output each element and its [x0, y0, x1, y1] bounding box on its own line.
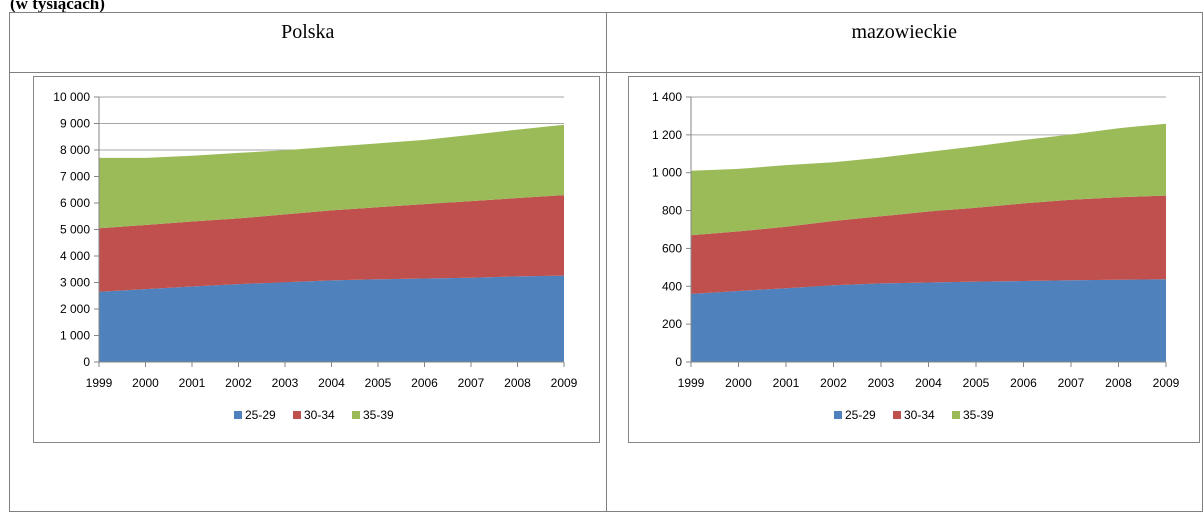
- page-heading: (w tysiącach): [10, 0, 105, 13]
- y-tick-label: 400: [661, 279, 681, 293]
- x-tick-label: 1999: [86, 376, 113, 390]
- y-tick-label: 9 000: [60, 117, 90, 131]
- legend-swatch-25-29: [234, 411, 242, 419]
- y-tick-label: 0: [675, 355, 682, 369]
- legend-swatch-35-39: [352, 411, 360, 419]
- area-series-25-29: [690, 279, 1166, 362]
- legend-swatch-30-34: [293, 411, 301, 419]
- y-tick-label: 10 000: [53, 90, 90, 104]
- layout-table: Polska mazowieckie 0 1 000 2 000 3 000 4 000…: [9, 12, 1203, 512]
- legend-label-30-34: 30-34: [304, 408, 335, 422]
- column-title-mazowieckie: mazowieckie: [851, 21, 958, 43]
- y-tick-label: 1 000: [60, 329, 90, 343]
- legend-swatch-25-29: [833, 411, 842, 419]
- x-tick-label: 2004: [318, 376, 345, 390]
- legend-label-25-29: 25-29: [245, 408, 276, 422]
- x-tick-label: 2006: [411, 376, 438, 390]
- area-series-30-34: [690, 195, 1166, 294]
- x-tick-label: 2004: [915, 376, 942, 390]
- header-cell-mazowieckie: mazowieckie: [605, 12, 1203, 73]
- x-tick-label: 2006: [1010, 376, 1037, 390]
- y-tick-label: 6 000: [60, 196, 90, 210]
- y-tick-label: 800: [661, 204, 681, 218]
- y-tick-label: 3 000: [60, 276, 90, 290]
- legend-swatch-30-34: [892, 411, 901, 419]
- x-tick-label: 2001: [772, 376, 799, 390]
- chart-area-mazowieckie: 0 200 400 600 800 1 000 1 200 1 400 1999 2000 2001…: [627, 76, 1200, 443]
- y-tick-label: 1 200: [651, 128, 681, 142]
- x-tick-label: 2000: [725, 376, 752, 390]
- area-series-35-39: [99, 124, 564, 229]
- chart-svg-polska: 0 1 000 2 000 3 000 4 000 5 000 6 000 7 000 8 00…: [53, 90, 578, 422]
- x-tick-label: 2007: [1057, 376, 1084, 390]
- header-cell-polska: Polska: [9, 12, 607, 73]
- x-tick-label: 2009: [1152, 376, 1179, 390]
- y-tick-label: 4 000: [60, 249, 90, 263]
- chart-cell-mazowieckie: 0 200 400 600 800 1 000 1 200 1 400 1999 2000 2001…: [605, 72, 1203, 512]
- x-tick-label: 2003: [867, 376, 894, 390]
- area-series-35-39: [690, 123, 1166, 236]
- x-tick-label: 2009: [551, 376, 578, 390]
- legend-label-30-34: 30-34: [904, 408, 935, 422]
- chart-cell-polska: 0 1 000 2 000 3 000 4 000 5 000 6 000 7 000 8 00…: [9, 72, 607, 512]
- y-tick-label: 1 000: [651, 166, 681, 180]
- y-tick-label: 8 000: [60, 143, 90, 157]
- y-tick-label: 5 000: [60, 223, 90, 237]
- x-tick-label: 1999: [677, 376, 704, 390]
- x-tick-label: 2002: [820, 376, 847, 390]
- y-tick-label: 200: [661, 317, 681, 331]
- y-tick-label: 2 000: [60, 302, 90, 316]
- x-tick-label: 2008: [1105, 376, 1132, 390]
- x-tick-label: 2008: [504, 376, 531, 390]
- x-tick-label: 2000: [132, 376, 159, 390]
- legend-label-35-39: 35-39: [963, 408, 994, 422]
- y-tick-label: 600: [661, 241, 681, 255]
- area-series-25-29: [99, 275, 564, 362]
- legend-label-35-39: 35-39: [363, 408, 394, 422]
- y-tick-label: 7 000: [60, 170, 90, 184]
- y-tick-label: 0: [83, 355, 90, 369]
- area-series-30-34: [99, 195, 564, 292]
- x-tick-label: 2003: [272, 376, 299, 390]
- x-tick-label: 2001: [179, 376, 206, 390]
- x-tick-label: 2005: [962, 376, 989, 390]
- column-title-polska: Polska: [281, 21, 335, 43]
- chart-area-polska: 0 1 000 2 000 3 000 4 000 5 000 6 000 7 000 8 00…: [33, 76, 600, 443]
- x-tick-label: 2007: [458, 376, 485, 390]
- x-tick-label: 2002: [225, 376, 252, 390]
- legend-swatch-35-39: [951, 411, 960, 419]
- x-tick-label: 2005: [365, 376, 392, 390]
- chart-svg-mazowieckie: 0 200 400 600 800 1 000 1 200 1 400 1999 2000 2001…: [651, 90, 1179, 422]
- legend-label-25-29: 25-29: [845, 408, 876, 422]
- y-tick-label: 1 400: [651, 90, 681, 104]
